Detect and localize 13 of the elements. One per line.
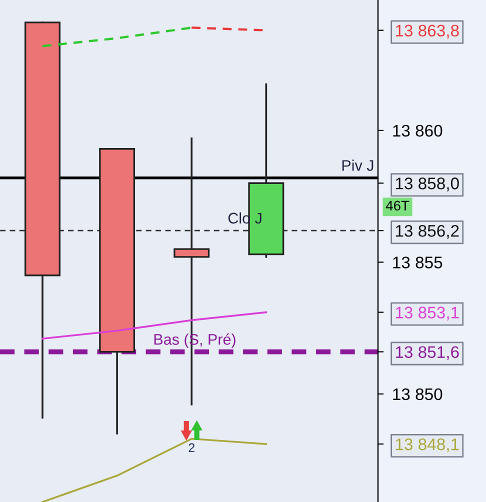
y-tick-label: 13 850 [393,388,442,400]
y2-tick-label: 13 851,6 [396,346,459,360]
y2-tick-label: 13 863,8 [396,24,459,38]
ref-line-label: Piv J [342,160,374,171]
text: 46T [386,200,410,211]
candlestick [248,83,284,258]
annotation: 2 [188,443,194,452]
y-tick-label: 13 855 [393,256,442,268]
y2-tick-label: 13 853,1 [396,306,459,320]
y2-tick-label: 13 858,0 [396,178,459,192]
y2-tick-label: 13 856,2 [396,224,459,239]
y-tick-label: 13 860 [393,124,442,137]
y2-tick-label: 13 848,1 [396,438,459,452]
